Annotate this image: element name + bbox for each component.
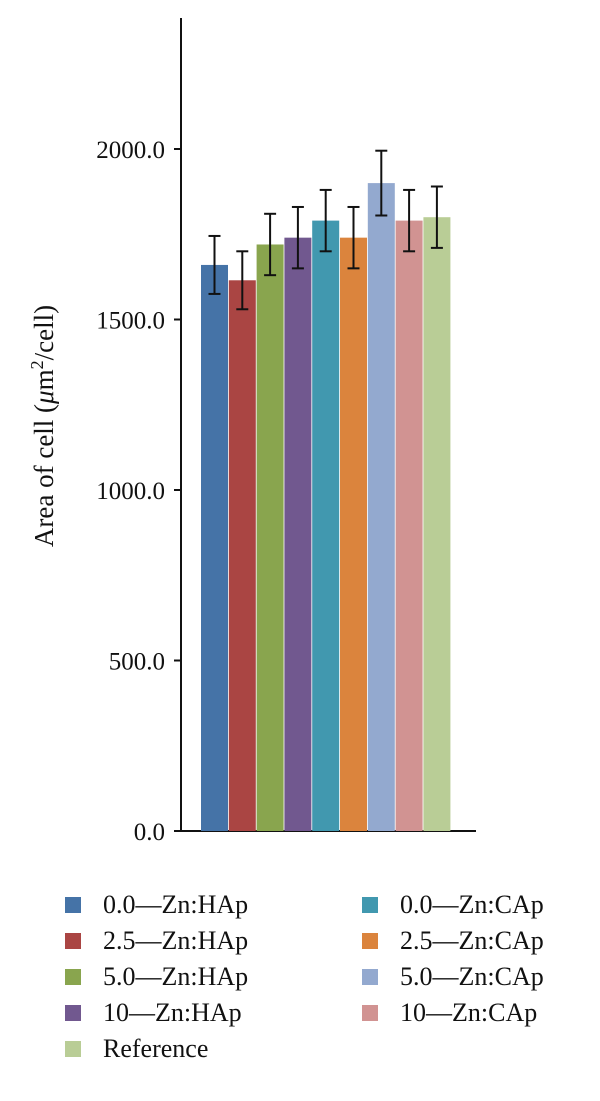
legend-label: 2.5—Zn:CAp bbox=[400, 926, 544, 955]
bar-chart: 0.0 500.0 1000.0 1500.0 2000.0 Area of cell … bbox=[27, 18, 476, 846]
bar bbox=[256, 244, 284, 832]
legend-label: 10—Zn:CAp bbox=[400, 998, 538, 1027]
legend-label: 0.0—Zn:HAp bbox=[103, 890, 249, 919]
legend-swatch bbox=[65, 1005, 81, 1021]
legend-swatch bbox=[65, 897, 81, 913]
y-axis-title: Area of cell (μm2/cell) bbox=[27, 305, 59, 547]
bar bbox=[228, 280, 256, 831]
y-tick-label: 2000.0 bbox=[96, 137, 165, 164]
y-tick-label: 0.0 bbox=[134, 819, 165, 846]
bar bbox=[340, 237, 367, 831]
bar bbox=[395, 220, 423, 832]
error-bars bbox=[208, 149, 443, 311]
legend-swatch bbox=[362, 933, 378, 949]
legend-item: 2.5—Zn:HAp bbox=[65, 924, 248, 958]
y-tick-label: 1500.0 bbox=[96, 308, 165, 335]
legend-item: 5.0—Zn:CAp bbox=[362, 960, 544, 994]
legend: 0.0—Zn:HAp 2.5—Zn:HAp 5.0—Zn:HAp 10—Zn:HAp R… bbox=[62, 888, 592, 1088]
bar bbox=[284, 237, 312, 831]
legend-item: 0.0—Zn:HAp bbox=[65, 888, 248, 922]
legend-label: 10—Zn:HAp bbox=[103, 998, 242, 1027]
legend-label: 2.5—Zn:HAp bbox=[103, 926, 249, 955]
bar bbox=[367, 183, 395, 832]
legend-item: 10—Zn:CAp bbox=[362, 996, 537, 1030]
legend-swatch bbox=[362, 897, 378, 913]
legend-label: 5.0—Zn:CAp bbox=[400, 962, 544, 991]
y-tick-label: 500.0 bbox=[109, 649, 165, 676]
legend-item: Reference bbox=[65, 1032, 208, 1066]
y-ticks: 0.0 500.0 1000.0 1500.0 2000.0 bbox=[96, 137, 181, 846]
legend-swatch bbox=[362, 969, 378, 985]
legend-label: 0.0—Zn:CAp bbox=[400, 890, 544, 919]
bar bbox=[423, 217, 451, 831]
legend-swatch bbox=[65, 1041, 81, 1057]
legend-item: 0.0—Zn:CAp bbox=[362, 888, 544, 922]
legend-label: 5.0—Zn:HAp bbox=[103, 962, 249, 991]
y-tick-label: 1000.0 bbox=[96, 478, 165, 505]
legend-swatch bbox=[362, 1005, 378, 1021]
legend-swatch bbox=[65, 933, 81, 949]
bars bbox=[201, 183, 451, 832]
legend-item: 10—Zn:HAp bbox=[65, 996, 242, 1030]
legend-label: Reference bbox=[103, 1034, 209, 1063]
legend-item: 2.5—Zn:CAp bbox=[362, 924, 544, 958]
bar bbox=[201, 264, 228, 831]
legend-item: 5.0—Zn:HAp bbox=[65, 960, 248, 994]
bar bbox=[312, 220, 340, 832]
legend-swatch bbox=[65, 969, 81, 985]
